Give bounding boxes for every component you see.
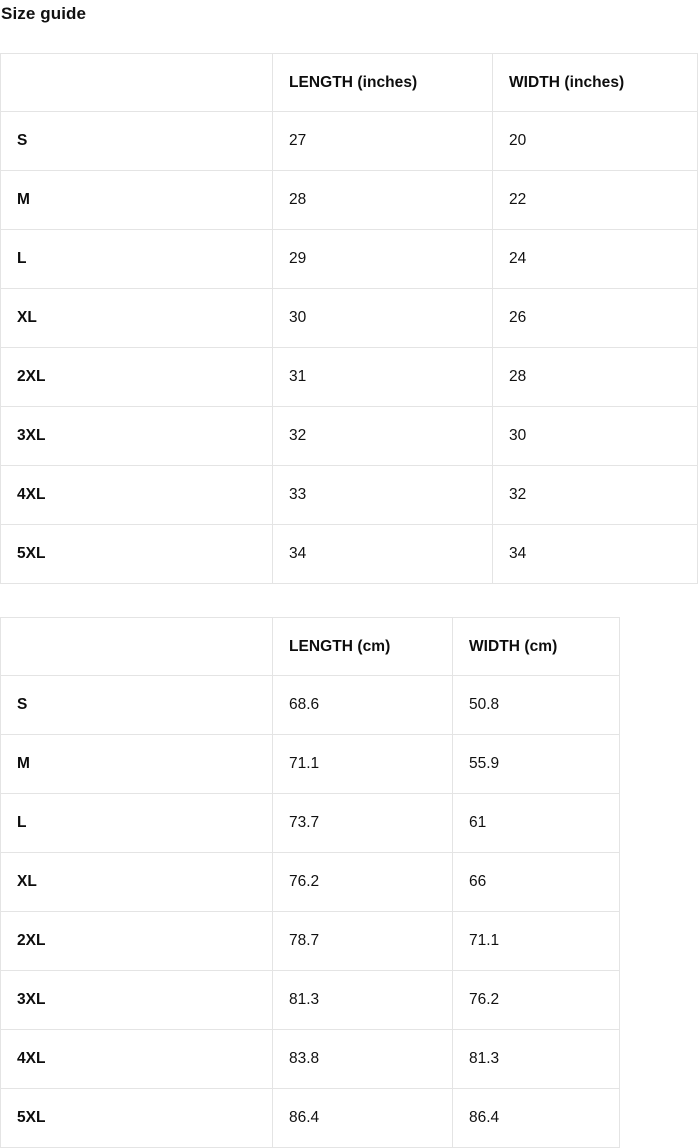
size-table-inches: LENGTH (inches) WIDTH (inches) S 27 20 M… (0, 53, 698, 584)
cell-length: 71.1 (272, 734, 453, 794)
table-row: 4XL 83.8 81.3 (0, 1029, 620, 1089)
table-row: 2XL 78.7 71.1 (0, 911, 620, 971)
size-table-cm: LENGTH (cm) WIDTH (cm) S 68.6 50.8 M 71.… (0, 617, 620, 1148)
cell-size: 5XL (0, 1088, 273, 1148)
cell-length: 78.7 (272, 911, 453, 971)
cell-length: 31 (272, 347, 493, 407)
cell-size: 2XL (0, 911, 273, 971)
cell-width: 30 (492, 406, 698, 466)
table-row: 4XL 33 32 (0, 465, 698, 525)
table-header-row: LENGTH (inches) WIDTH (inches) (0, 53, 698, 112)
column-header-size (0, 53, 273, 112)
cell-size: 4XL (0, 1029, 273, 1089)
cell-width: 50.8 (452, 675, 620, 735)
cell-size: 3XL (0, 406, 273, 466)
column-header-width: WIDTH (cm) (452, 617, 620, 676)
cell-size: 5XL (0, 524, 273, 584)
table-header-row: LENGTH (cm) WIDTH (cm) (0, 617, 620, 676)
cell-width: 28 (492, 347, 698, 407)
table-row: L 73.7 61 (0, 793, 620, 853)
table-row: M 71.1 55.9 (0, 734, 620, 794)
table-body-cm: S 68.6 50.8 M 71.1 55.9 L 73.7 61 XL 76.… (0, 675, 620, 1148)
cell-width: 76.2 (452, 970, 620, 1030)
cell-width: 86.4 (452, 1088, 620, 1148)
column-header-size (0, 617, 273, 676)
table-row: 5XL 34 34 (0, 524, 698, 584)
table-body-inches: S 27 20 M 28 22 L 29 24 XL 30 26 (0, 111, 698, 584)
table-row: S 27 20 (0, 111, 698, 171)
cell-size: M (0, 734, 273, 794)
cell-length: 29 (272, 229, 493, 289)
cell-size: 2XL (0, 347, 273, 407)
table-header-cm: LENGTH (cm) WIDTH (cm) (0, 617, 620, 676)
cell-width: 32 (492, 465, 698, 525)
cell-width: 26 (492, 288, 698, 348)
cell-width: 61 (452, 793, 620, 853)
cell-width: 71.1 (452, 911, 620, 971)
cell-length: 73.7 (272, 793, 453, 853)
cell-size: 3XL (0, 970, 273, 1030)
page-title: Size guide (1, 4, 87, 23)
table-row: 3XL 32 30 (0, 406, 698, 466)
cell-size: 4XL (0, 465, 273, 525)
column-header-length: LENGTH (inches) (272, 53, 493, 112)
cell-width: 81.3 (452, 1029, 620, 1089)
cell-size: XL (0, 288, 273, 348)
table-row: 2XL 31 28 (0, 347, 698, 407)
table-row: L 29 24 (0, 229, 698, 289)
cell-length: 32 (272, 406, 493, 466)
cell-length: 81.3 (272, 970, 453, 1030)
cell-size: S (0, 111, 273, 171)
cell-width: 34 (492, 524, 698, 584)
cell-length: 68.6 (272, 675, 453, 735)
cell-length: 76.2 (272, 852, 453, 912)
cell-size: L (0, 229, 273, 289)
cell-length: 34 (272, 524, 493, 584)
table-row: S 68.6 50.8 (0, 675, 620, 735)
cell-length: 28 (272, 170, 493, 230)
cell-length: 30 (272, 288, 493, 348)
column-header-width: WIDTH (inches) (492, 53, 698, 112)
cell-size: L (0, 793, 273, 853)
table-row: XL 76.2 66 (0, 852, 620, 912)
cell-width: 66 (452, 852, 620, 912)
size-table-inches-block: LENGTH (inches) WIDTH (inches) S 27 20 M… (0, 53, 699, 584)
cell-length: 33 (272, 465, 493, 525)
cell-size: M (0, 170, 273, 230)
cell-length: 83.8 (272, 1029, 453, 1089)
cell-width: 22 (492, 170, 698, 230)
cell-size: XL (0, 852, 273, 912)
table-row: M 28 22 (0, 170, 698, 230)
cell-length: 86.4 (272, 1088, 453, 1148)
table-row: XL 30 26 (0, 288, 698, 348)
size-table-cm-block: LENGTH (cm) WIDTH (cm) S 68.6 50.8 M 71.… (0, 617, 699, 1148)
cell-width: 55.9 (452, 734, 620, 794)
cell-length: 27 (272, 111, 493, 171)
column-header-length: LENGTH (cm) (272, 617, 453, 676)
cell-size: S (0, 675, 273, 735)
table-row: 5XL 86.4 86.4 (0, 1088, 620, 1148)
table-row: 3XL 81.3 76.2 (0, 970, 620, 1030)
table-header-inches: LENGTH (inches) WIDTH (inches) (0, 53, 698, 112)
cell-width: 24 (492, 229, 698, 289)
cell-width: 20 (492, 111, 698, 171)
